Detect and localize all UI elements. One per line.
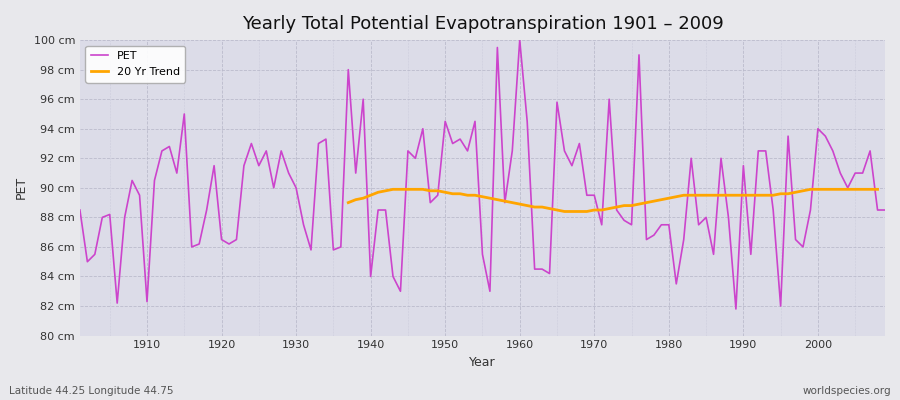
Legend: PET, 20 Yr Trend: PET, 20 Yr Trend [86,46,185,82]
PET [879,208,890,212]
20 Yr Trend [529,205,540,210]
20 Yr Trend [559,209,570,214]
PET [514,38,525,42]
Text: worldspecies.org: worldspecies.org [803,386,891,396]
20 Yr Trend [693,193,704,198]
PET [298,222,309,227]
Line: 20 Yr Trend: 20 Yr Trend [348,189,878,212]
20 Yr Trend [425,188,436,193]
Line: PET: PET [80,40,885,309]
20 Yr Trend [343,200,354,205]
PET [134,193,145,198]
20 Yr Trend [716,193,726,198]
PET [75,208,86,212]
20 Yr Trend [872,187,883,192]
PET [507,148,517,153]
20 Yr Trend [842,187,853,192]
PET [343,67,354,72]
20 Yr Trend [656,197,667,202]
Title: Yearly Total Potential Evapotranspiration 1901 – 2009: Yearly Total Potential Evapotranspiratio… [241,15,724,33]
PET [522,119,533,124]
Text: Latitude 44.25 Longitude 44.75: Latitude 44.25 Longitude 44.75 [9,386,174,396]
PET [611,208,622,212]
20 Yr Trend [388,187,399,192]
X-axis label: Year: Year [469,356,496,369]
Y-axis label: PET: PET [15,176,28,200]
PET [731,306,742,311]
